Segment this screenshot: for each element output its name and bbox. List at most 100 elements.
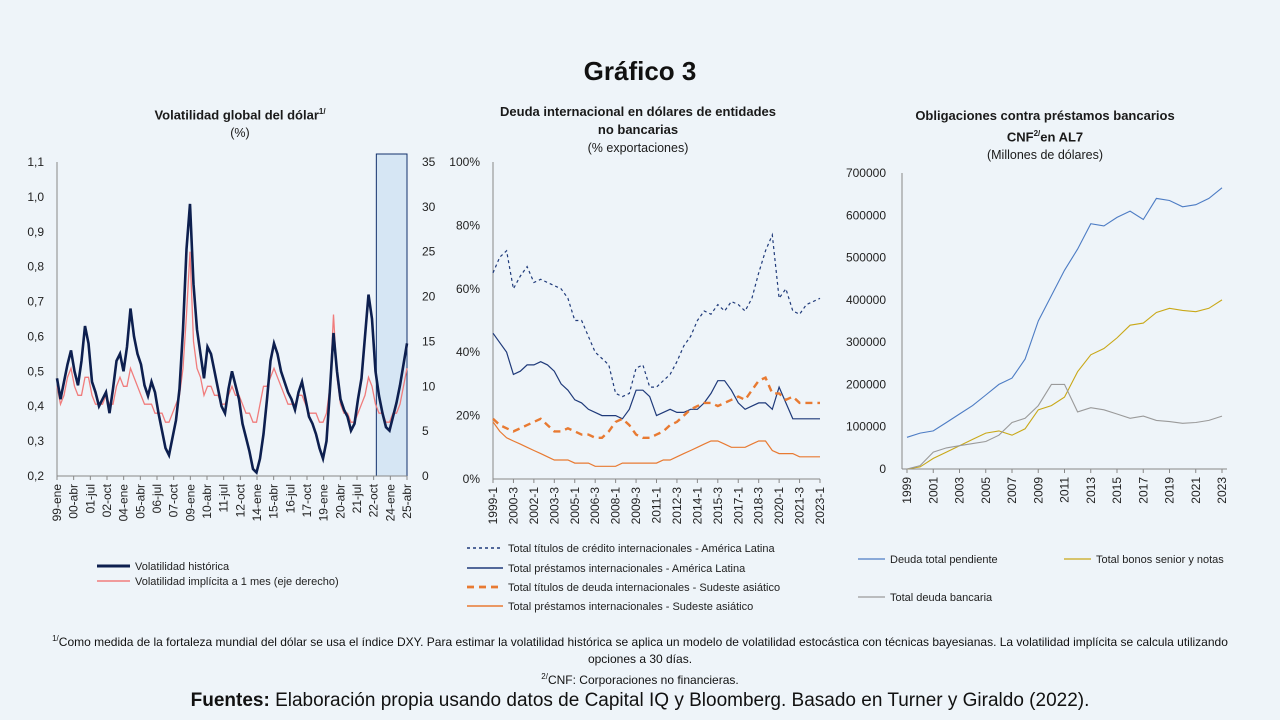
- chart2-title: Deuda internacional en dólares de entida…: [458, 103, 818, 157]
- chart1-title-text: Volatilidad global del dólar: [154, 107, 319, 123]
- chart2-x-tick: 2006-3: [588, 487, 602, 525]
- chart3-legend-1: Total bonos senior y notas: [1096, 554, 1224, 566]
- chart1-y-left-tick: 0,6: [27, 329, 44, 343]
- chart1-series-historical: [55, 203, 409, 476]
- chart1-y-right-tick: 5: [422, 424, 429, 438]
- chart1-y-left-tick: 0,8: [27, 260, 44, 274]
- chart2-x-tick: 2003-3: [547, 487, 561, 525]
- chart1-y-left-tick: 0,2: [27, 469, 44, 483]
- chart1-x-tick: 20-abr: [333, 484, 347, 519]
- chart1-y-right-tick: 10: [422, 379, 436, 393]
- chart3-x-tick: 2023: [1215, 477, 1229, 504]
- chart2-y-tick: 60%: [456, 282, 480, 296]
- chart1-x-tick: 22-oct: [367, 483, 381, 517]
- chart3-x-tick: 2019: [1163, 477, 1177, 504]
- chart3-x-tick: 2003: [953, 477, 967, 504]
- chart1-x-tick: 02-oct: [100, 483, 114, 517]
- chart2-y-tick: 40%: [456, 345, 480, 359]
- chart2-x-tick: 2008-1: [609, 487, 623, 525]
- sources-label: Fuentes:: [190, 690, 270, 711]
- chart3-title-line3: en AL7: [1040, 129, 1084, 145]
- chart3-subtitle: (Millones de dólares): [986, 148, 1104, 163]
- chart1-x-tick: 12-oct: [233, 483, 247, 517]
- chart3-y-tick: 400000: [846, 293, 886, 307]
- chart2-series-3: [492, 421, 820, 467]
- chart3-x-tick: 2007: [1005, 477, 1019, 504]
- chart2-legend-1: Total préstamos internacionales - Améric…: [508, 563, 746, 575]
- chart2-legend-2: Total títulos de deuda internacionales -…: [508, 582, 780, 594]
- chart1-x-tick: 04-ene: [117, 484, 131, 522]
- chart3-x-tick: 2009: [1031, 477, 1045, 504]
- chart1-y-left-tick: 1,0: [27, 190, 44, 204]
- chart2-x-tick: 2012-3: [670, 487, 684, 525]
- chart3-y-tick: 500000: [846, 251, 886, 265]
- chart2-title-line1: Deuda internacional en dólares de entida…: [500, 104, 776, 119]
- chart3-x-tick: 2013: [1084, 477, 1098, 504]
- chart2-legend-3: Total préstamos internacionales - Sudest…: [508, 601, 753, 613]
- chart1-y-right-tick: 25: [422, 245, 436, 259]
- chart1-legend-implied: Volatilidad implícita a 1 mes (eje derec…: [135, 576, 339, 588]
- chart2-x-tick: 2000-3: [506, 487, 520, 525]
- chart2-x-tick: 1999-1: [486, 487, 500, 525]
- sources-text: Elaboración propia usando datos de Capit…: [269, 690, 1090, 711]
- chart1-y-left-tick: 1,1: [27, 155, 44, 169]
- chart2-x-tick: 2005-1: [568, 487, 582, 525]
- chart1-y-right-tick: 0: [422, 469, 429, 483]
- chart1-x-tick: 01-jul: [83, 484, 97, 513]
- chart1-x-tick: 00-abr: [67, 484, 81, 519]
- chart3-y-tick: 600000: [846, 208, 886, 222]
- chart3-title-sup: 2/: [1033, 129, 1041, 138]
- chart2-y-tick: 0%: [463, 472, 481, 486]
- chart1-y-left-tick: 0,9: [27, 225, 44, 239]
- chart1-title-sup: 1/: [318, 107, 326, 116]
- chart3-x-tick: 2011: [1058, 477, 1072, 503]
- chart3-y-tick: 200000: [846, 377, 886, 391]
- chart2-title-line2: no bancarias: [597, 122, 679, 137]
- chart1-y-right-tick: 15: [422, 334, 436, 348]
- chart1-x-tick: 99-ene: [50, 484, 64, 522]
- chart1-x-tick: 14-ene: [250, 484, 264, 522]
- note1-sup: 1/: [52, 634, 59, 643]
- chart3-y-tick: 700000: [846, 166, 886, 180]
- note2: CNF: Corporaciones no financieras.: [547, 673, 739, 687]
- chart1-x-tick: 15-abr: [267, 484, 281, 519]
- chart2-international-debt: 0% 20% 40% 60% 80% 100% 1999-1 2000-3 2002-1 2003…: [449, 155, 827, 613]
- chart2-x-tick: 2017-1: [731, 487, 745, 525]
- sources: Fuentes: Elaboración propia usando datos…: [0, 690, 1280, 712]
- chart2-x-tick: 2002-1: [527, 487, 541, 525]
- note1: Como medida de la fortaleza mundial del …: [58, 635, 1228, 666]
- chart3-y-tick: 300000: [846, 335, 886, 349]
- chart1-y-left-tick: 0,7: [27, 295, 44, 309]
- chart3-x-tick: 2001: [926, 477, 940, 504]
- chart2-x-tick: 2020-1: [772, 487, 786, 525]
- chart3-x-tick: 2021: [1189, 477, 1203, 504]
- chart3-legend-0: Deuda total pendiente: [890, 554, 998, 566]
- chart2-series-2: [492, 375, 820, 439]
- chart1-x-tick: 19-ene: [317, 484, 331, 522]
- chart2-series-0: [492, 232, 821, 398]
- chart2-x-tick: 2011-1: [650, 487, 664, 524]
- chart2-x-tick: 2023-1: [813, 487, 827, 525]
- chart1-y-right-tick: 20: [422, 290, 436, 304]
- chart1-subtitle: (%): [230, 126, 250, 141]
- chart2-series-1: [492, 332, 820, 420]
- chart1-y-right-tick: 30: [422, 200, 436, 214]
- chart1-y-left-tick: 0,4: [27, 399, 44, 413]
- chart2-y-tick: 80%: [456, 218, 480, 232]
- chart1-x-tick: 06-jul: [150, 484, 164, 513]
- chart2-y-tick: 100%: [449, 155, 480, 169]
- chart2-x-tick: 2018-3: [752, 487, 766, 525]
- chart1-y-right-tick: 35: [422, 155, 436, 169]
- chart1-y-left-tick: 0,5: [27, 364, 44, 378]
- chart1-x-tick: 05-abr: [133, 484, 147, 519]
- chart1-x-tick: 09-ene: [183, 484, 197, 522]
- chart1-legend-historical: Volatilidad histórica: [135, 561, 230, 573]
- chart3-title-line1: Obligaciones contra préstamos bancarios: [915, 108, 1175, 123]
- note2-sup: 2/: [541, 672, 548, 681]
- chart1-y-left-tick: 0,3: [27, 434, 44, 448]
- chart2-x-tick: 2021-3: [793, 487, 807, 525]
- chart2-y-tick: 20%: [456, 409, 480, 423]
- chart2-x-tick: 2015-3: [711, 487, 725, 525]
- chart1-x-tick: 17-oct: [300, 483, 314, 517]
- chart3-series-0: [906, 187, 1223, 438]
